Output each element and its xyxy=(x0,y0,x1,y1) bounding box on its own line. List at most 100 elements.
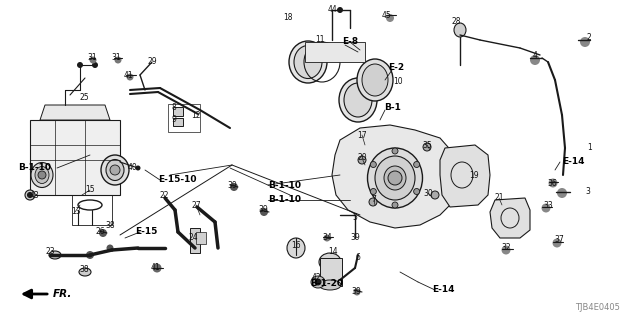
Text: 6: 6 xyxy=(356,253,360,262)
Circle shape xyxy=(337,7,343,13)
Circle shape xyxy=(557,188,567,198)
Text: 42: 42 xyxy=(311,274,321,283)
Circle shape xyxy=(371,188,376,195)
Ellipse shape xyxy=(367,148,422,208)
Text: 41: 41 xyxy=(123,70,133,79)
Ellipse shape xyxy=(339,78,377,122)
Text: 33: 33 xyxy=(543,201,553,210)
Circle shape xyxy=(136,165,141,171)
Text: 32: 32 xyxy=(501,244,511,252)
Bar xyxy=(320,258,342,286)
Circle shape xyxy=(230,183,238,191)
Text: 45: 45 xyxy=(381,11,391,20)
Text: 31: 31 xyxy=(111,53,121,62)
Circle shape xyxy=(392,148,398,154)
Text: 34: 34 xyxy=(322,233,332,242)
Circle shape xyxy=(353,289,360,295)
Circle shape xyxy=(86,251,94,259)
Ellipse shape xyxy=(101,155,129,185)
Circle shape xyxy=(530,55,540,65)
Text: 28: 28 xyxy=(451,18,461,27)
Ellipse shape xyxy=(31,163,53,188)
Text: 24: 24 xyxy=(188,233,198,242)
Text: 31: 31 xyxy=(87,53,97,62)
Circle shape xyxy=(28,193,33,197)
Text: 3: 3 xyxy=(586,188,591,196)
Text: 7: 7 xyxy=(372,196,376,204)
Text: 44: 44 xyxy=(327,5,337,14)
Text: 36: 36 xyxy=(547,179,557,188)
Circle shape xyxy=(413,162,420,167)
Ellipse shape xyxy=(294,45,322,78)
Circle shape xyxy=(548,179,557,188)
Bar xyxy=(72,195,112,225)
Text: 43: 43 xyxy=(29,190,39,199)
Circle shape xyxy=(99,229,107,237)
Polygon shape xyxy=(490,198,530,238)
Text: 23: 23 xyxy=(45,247,55,257)
Circle shape xyxy=(580,37,590,47)
Circle shape xyxy=(106,244,113,252)
Ellipse shape xyxy=(287,238,305,258)
Bar xyxy=(168,104,200,132)
Text: 20: 20 xyxy=(357,154,367,163)
Circle shape xyxy=(90,57,97,63)
Circle shape xyxy=(502,245,511,254)
Text: E-15: E-15 xyxy=(135,228,157,236)
Circle shape xyxy=(25,190,35,200)
Text: B-1-10: B-1-10 xyxy=(268,196,301,204)
Circle shape xyxy=(431,191,439,199)
Ellipse shape xyxy=(106,159,124,180)
Circle shape xyxy=(552,238,561,247)
Text: 18: 18 xyxy=(284,13,292,22)
Ellipse shape xyxy=(289,41,327,83)
Circle shape xyxy=(260,208,268,216)
Text: E-14: E-14 xyxy=(562,157,584,166)
Text: 16: 16 xyxy=(291,241,301,250)
Ellipse shape xyxy=(311,276,325,288)
Circle shape xyxy=(371,162,376,167)
Text: FR.: FR. xyxy=(53,289,72,299)
Circle shape xyxy=(314,278,321,285)
Ellipse shape xyxy=(357,59,393,101)
Circle shape xyxy=(92,62,98,68)
Text: TJB4E0405: TJB4E0405 xyxy=(575,303,620,312)
Polygon shape xyxy=(40,105,110,120)
Text: 22: 22 xyxy=(159,190,169,199)
Bar xyxy=(190,228,200,253)
Text: 10: 10 xyxy=(393,77,403,86)
Text: 38: 38 xyxy=(105,220,115,229)
Text: 27: 27 xyxy=(191,201,201,210)
Text: 26: 26 xyxy=(95,228,105,236)
Circle shape xyxy=(110,165,120,175)
Circle shape xyxy=(388,171,402,185)
Polygon shape xyxy=(440,145,490,207)
Text: E-15-10: E-15-10 xyxy=(158,175,196,185)
Text: 9: 9 xyxy=(172,116,177,124)
Circle shape xyxy=(323,235,330,242)
Text: 1: 1 xyxy=(588,143,593,153)
Text: 25: 25 xyxy=(79,93,89,102)
Circle shape xyxy=(115,57,122,63)
Text: B-1-10: B-1-10 xyxy=(268,180,301,189)
Circle shape xyxy=(423,143,431,151)
Text: 30: 30 xyxy=(423,188,433,197)
Circle shape xyxy=(541,204,550,212)
Text: 37: 37 xyxy=(554,236,564,244)
Text: 4: 4 xyxy=(532,51,538,60)
Text: B-1-10: B-1-10 xyxy=(18,164,51,172)
Text: 17: 17 xyxy=(357,131,367,140)
Circle shape xyxy=(127,74,134,81)
Text: 39: 39 xyxy=(350,234,360,243)
Ellipse shape xyxy=(35,166,49,183)
Bar xyxy=(173,118,183,126)
Text: 39: 39 xyxy=(258,205,268,214)
Text: 12: 12 xyxy=(191,110,201,119)
Ellipse shape xyxy=(79,268,91,276)
Text: 14: 14 xyxy=(328,247,338,257)
Text: 39: 39 xyxy=(351,287,361,297)
Polygon shape xyxy=(332,125,460,228)
Bar xyxy=(30,120,120,195)
Text: 15: 15 xyxy=(85,186,95,195)
Text: 39: 39 xyxy=(227,180,237,189)
